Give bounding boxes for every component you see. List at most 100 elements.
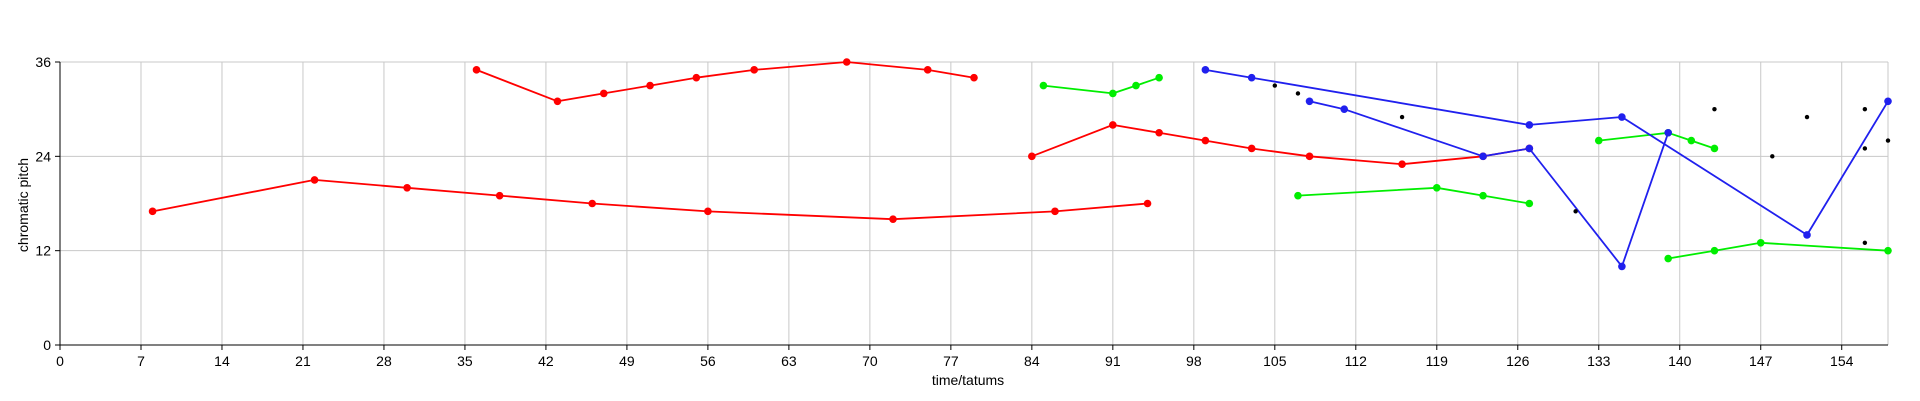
blue-point bbox=[1305, 97, 1314, 106]
blue-point bbox=[1884, 97, 1892, 106]
green-point bbox=[1710, 144, 1719, 153]
black-point bbox=[1272, 83, 1278, 88]
red-point bbox=[842, 58, 851, 66]
x-tick-label: 63 bbox=[781, 353, 797, 369]
x-axis-label: time/tatums bbox=[932, 372, 1004, 388]
green-point bbox=[1432, 183, 1441, 192]
green-point bbox=[1687, 136, 1696, 145]
red-point bbox=[403, 183, 411, 192]
black-point bbox=[1804, 114, 1810, 120]
red-point bbox=[148, 207, 157, 216]
green-point bbox=[1039, 81, 1048, 90]
green-point bbox=[1132, 81, 1140, 90]
red-point bbox=[646, 81, 654, 90]
red-point bbox=[1109, 121, 1117, 129]
black-point bbox=[1885, 138, 1891, 143]
x-tick-label: 147 bbox=[1749, 353, 1773, 369]
red-point bbox=[1201, 136, 1210, 145]
x-tick-label: 133 bbox=[1587, 353, 1611, 369]
x-tick-label: 28 bbox=[376, 353, 392, 369]
green-point bbox=[1884, 246, 1892, 255]
blue-point bbox=[1618, 262, 1626, 271]
green-point bbox=[1710, 246, 1719, 255]
blue-series-line bbox=[1309, 100, 1670, 268]
green-series-line bbox=[1668, 241, 1889, 260]
red-series-line bbox=[1031, 124, 1530, 166]
black-point bbox=[1862, 106, 1868, 112]
red-point bbox=[1398, 160, 1406, 168]
red-point bbox=[1051, 207, 1059, 216]
black-point bbox=[1399, 114, 1405, 120]
x-tick-label: 98 bbox=[1186, 353, 1202, 369]
y-tick-label: 12 bbox=[35, 243, 51, 259]
x-tick-label: 70 bbox=[862, 353, 878, 369]
x-tick-label: 126 bbox=[1506, 353, 1530, 369]
blue-point bbox=[1201, 66, 1210, 74]
black-point bbox=[1295, 91, 1301, 96]
black-point bbox=[1573, 209, 1578, 214]
black-point bbox=[1862, 146, 1868, 151]
x-tick-label: 0 bbox=[56, 353, 64, 369]
blue-point bbox=[1525, 144, 1534, 153]
x-tick-label: 112 bbox=[1345, 353, 1368, 369]
green-point bbox=[1479, 191, 1487, 200]
red-point bbox=[750, 66, 758, 74]
x-tick-label: 154 bbox=[1830, 353, 1854, 369]
red-point bbox=[692, 73, 701, 82]
red-point bbox=[1143, 199, 1152, 208]
red-point bbox=[889, 215, 897, 224]
red-point bbox=[970, 73, 978, 82]
grid-lines bbox=[60, 61, 1889, 345]
green-point bbox=[1756, 239, 1765, 247]
red-series-line bbox=[476, 61, 975, 103]
x-tick-label: 77 bbox=[943, 353, 959, 369]
x-tick-label: 119 bbox=[1426, 353, 1449, 369]
red-point bbox=[923, 66, 932, 74]
y-tick-label: 36 bbox=[35, 54, 51, 70]
red-point bbox=[704, 207, 712, 216]
green-series-line bbox=[1598, 131, 1715, 150]
green-point bbox=[1664, 254, 1672, 263]
blue-series-line bbox=[1205, 69, 1889, 236]
green-point bbox=[1155, 73, 1163, 82]
red-point bbox=[1305, 152, 1314, 161]
x-tick-label: 49 bbox=[619, 353, 635, 369]
red-series-line bbox=[152, 179, 1148, 221]
axes bbox=[55, 61, 1888, 350]
green-series-line bbox=[1297, 186, 1530, 205]
y-tick-label: 24 bbox=[35, 148, 51, 164]
red-point bbox=[472, 66, 481, 74]
data-points bbox=[148, 58, 1892, 271]
black-point bbox=[1770, 154, 1775, 159]
x-tick-label: 14 bbox=[214, 353, 230, 369]
green-point bbox=[1594, 136, 1603, 145]
green-series-line bbox=[1043, 76, 1160, 95]
red-point bbox=[1247, 144, 1256, 153]
x-tick-label: 7 bbox=[137, 353, 145, 369]
blue-point bbox=[1803, 231, 1811, 239]
y-axis-label: chromatic pitch bbox=[15, 158, 31, 252]
x-tick-label: 140 bbox=[1668, 353, 1692, 369]
blue-point bbox=[1664, 128, 1672, 137]
tick-labels: 0 7 14 21 28 35 42 49 56 63 70 77 84 91 98 105 112 119 126… bbox=[35, 54, 1853, 369]
red-point bbox=[553, 97, 562, 106]
x-tick-label: 84 bbox=[1024, 353, 1040, 369]
red-point bbox=[1155, 128, 1163, 137]
blue-point bbox=[1247, 73, 1256, 82]
x-tick-label: 42 bbox=[538, 353, 554, 369]
red-point bbox=[588, 199, 597, 208]
blue-point bbox=[1525, 121, 1534, 129]
red-point bbox=[1028, 152, 1036, 161]
x-tick-label: 35 bbox=[457, 353, 473, 369]
green-point bbox=[1294, 191, 1302, 200]
x-tick-label: 56 bbox=[700, 353, 716, 369]
green-point bbox=[1525, 199, 1534, 208]
blue-point bbox=[1479, 152, 1487, 161]
x-tick-label: 105 bbox=[1263, 353, 1287, 369]
green-point bbox=[1109, 89, 1117, 98]
x-tick-label: 21 bbox=[295, 353, 311, 369]
x-tick-label: 91 bbox=[1105, 353, 1121, 369]
red-point bbox=[310, 176, 319, 184]
series-lines bbox=[152, 61, 1889, 268]
